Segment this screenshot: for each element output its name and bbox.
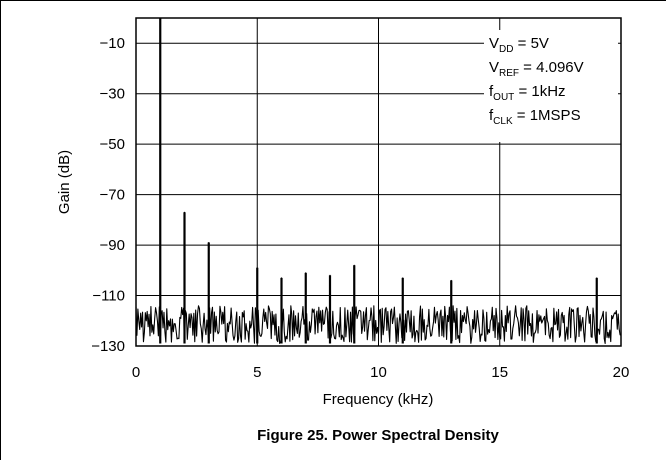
- figure-caption: Figure 25. Power Spectral Density: [257, 427, 499, 444]
- spectrum-trace: [135, 17, 622, 344]
- x-tick-label: 20: [613, 364, 630, 381]
- y-tick-label: −130: [91, 338, 125, 355]
- annotation-line: fOUT = 1kHz: [489, 83, 566, 103]
- y-axis-label: Gain (dB): [56, 150, 73, 214]
- annotation-line: fCLK = 1MSPS: [489, 107, 581, 127]
- y-tick-label: −110: [92, 288, 125, 305]
- axis-ticks: 0 5 10 15 20 −10 −30 −50 −70 −90 −110 −130: [91, 35, 629, 381]
- annotation-box: [484, 30, 618, 142]
- x-axis-label: Frequency (kHz): [323, 391, 434, 408]
- spectrum-line: [135, 17, 622, 344]
- y-tick-label: −10: [100, 35, 125, 52]
- y-tick-label: −50: [100, 136, 125, 153]
- annotation-block: VDD = 5V VREF = 4.096V fOUT = 1kHz fCLK = 1…: [489, 35, 584, 127]
- x-tick-label: 5: [253, 364, 261, 381]
- x-tick-label: 15: [491, 364, 508, 381]
- y-tick-label: −90: [100, 237, 125, 254]
- x-tick-label: 10: [370, 364, 387, 381]
- annotation-line: VDD = 5V: [489, 35, 549, 55]
- y-tick-label: −70: [100, 187, 125, 204]
- y-tick-label: −30: [100, 86, 125, 103]
- annotation-line: VREF = 4.096V: [489, 59, 584, 79]
- x-tick-label: 0: [132, 364, 140, 381]
